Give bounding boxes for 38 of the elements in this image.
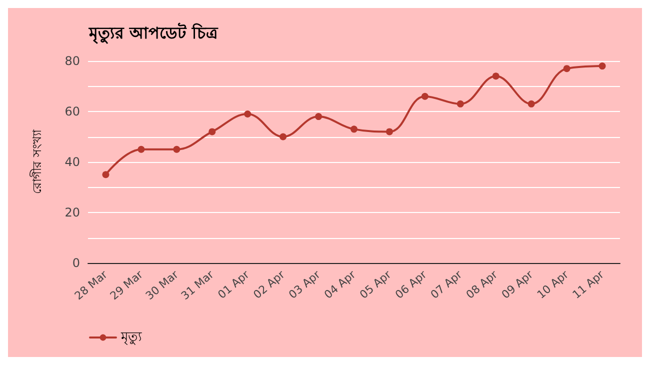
y-tick-label: 0 <box>72 256 80 270</box>
x-tick-label: 31 Mar <box>178 268 217 303</box>
x-tick-label: 10 Apr <box>534 268 572 302</box>
point <box>528 100 535 108</box>
x-tick-label: 01 Apr <box>215 268 252 302</box>
chart-title: মৃত্যুর আপডেট চিত্র <box>88 22 220 44</box>
x-tick-label: 28 Mar <box>72 268 110 303</box>
x-tick-label: 03 Apr <box>286 268 324 302</box>
point <box>563 65 570 72</box>
point <box>598 62 606 70</box>
y-tick-label: 80 <box>64 54 80 68</box>
x-tick-label: 08 Apr <box>464 268 500 302</box>
x-tick-label: 09 Apr <box>499 268 536 302</box>
point <box>421 92 428 100</box>
x-tick-label: 04 Apr <box>322 268 359 302</box>
y-tick-label: 60 <box>64 104 80 118</box>
x-tick-label: 05 Apr <box>357 268 394 302</box>
point <box>208 128 216 136</box>
x-tick-label: 02 Apr <box>250 268 288 302</box>
point <box>492 72 500 80</box>
x-tick-label: 07 Apr <box>428 268 465 302</box>
x-tick-label: 30 Mar <box>143 268 182 303</box>
point <box>138 146 145 153</box>
point <box>102 171 110 178</box>
x-tick-label: 06 Apr <box>392 268 430 302</box>
point <box>386 128 393 136</box>
legend-label: মৃত্যু <box>120 330 142 345</box>
point <box>350 126 358 133</box>
x-tick-label: 29 Mar <box>108 268 146 303</box>
point <box>315 113 322 120</box>
point <box>173 146 180 153</box>
point <box>244 110 252 118</box>
y-tick-label: 40 <box>64 155 80 169</box>
y-tick-label: 20 <box>64 206 80 220</box>
y-axis-title: রোগীর সংখ্যা <box>30 129 44 194</box>
point <box>456 100 464 108</box>
x-tick-label: 11 Apr <box>570 268 607 302</box>
point <box>280 133 287 140</box>
